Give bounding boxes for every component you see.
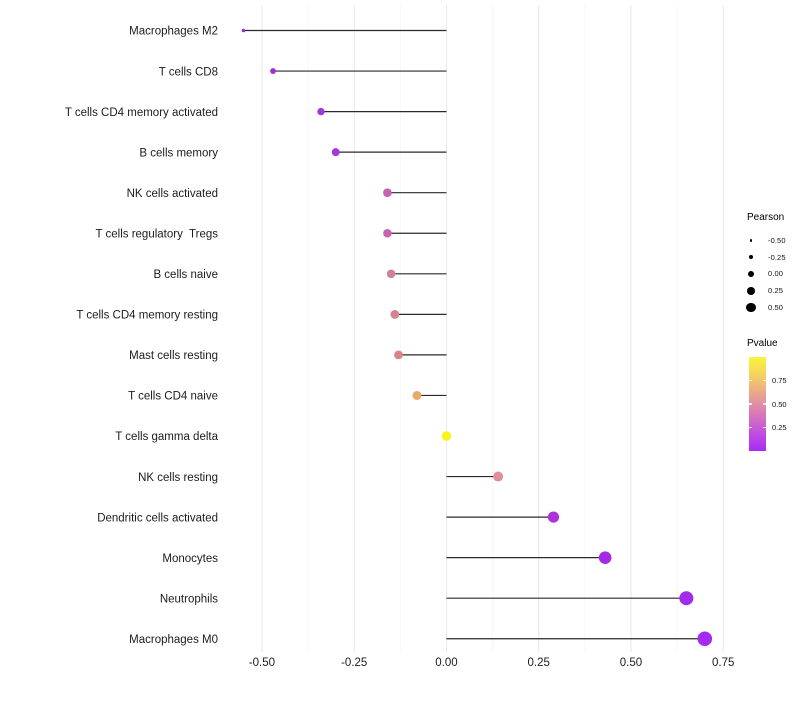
color-legend-tick-mark (749, 426, 753, 429)
x-axis-tick-label: -0.50 (249, 657, 275, 669)
size-legend-label: 0.50 (768, 303, 783, 313)
data-point (383, 228, 392, 238)
x-axis-tick-label: 0.75 (712, 657, 734, 669)
size-legend-entries: -0.50 -0.25 0.00 0.25 0.50 (741, 232, 800, 316)
data-point (493, 471, 504, 482)
category-label: B cells naive (153, 269, 218, 281)
size-legend-label: 0.00 (768, 269, 783, 279)
data-point (241, 28, 246, 33)
size-legend-entry: 0.50 (741, 299, 800, 316)
category-label: T cells CD4 memory resting (76, 310, 218, 322)
data-point (547, 511, 560, 523)
data-point (394, 350, 403, 360)
size-legend-label: 0.25 (768, 286, 783, 296)
size-legend-dot (749, 239, 753, 242)
x-axis-tick-label: 0.50 (620, 657, 642, 669)
color-legend: Pvalue 0.75 0.50 0.25 (741, 338, 800, 453)
category-label: Mast cells resting (129, 350, 218, 362)
color-gradient-bar (749, 357, 766, 451)
data-point (331, 148, 340, 157)
data-point (386, 269, 396, 279)
size-legend-dot (746, 302, 756, 313)
data-point (390, 309, 400, 319)
color-legend-tick-mark (762, 403, 766, 405)
size-legend-dot-cell (741, 270, 761, 278)
size-legend-entry: 0.25 (741, 282, 800, 299)
color-legend-tick-label: 0.75 (772, 376, 787, 385)
x-axis-tick-label: 0.00 (435, 657, 457, 669)
data-point (598, 551, 612, 564)
color-legend-tick-label: 0.50 (772, 399, 787, 409)
category-label: T cells gamma delta (115, 431, 218, 443)
data-point (270, 68, 276, 74)
category-label: NK cells resting (138, 472, 218, 484)
category-label: T cells regulatory Tregs (95, 228, 218, 240)
size-legend-dot (748, 254, 754, 260)
category-label: Monocytes (162, 553, 218, 565)
size-legend-title: Pearson (747, 212, 785, 223)
size-legend-dot-cell (741, 302, 761, 313)
data-point (679, 591, 694, 606)
category-label: T cells CD8 (159, 66, 218, 78)
size-legend-label: -0.50 (768, 235, 786, 245)
category-label: Macrophages M0 (129, 634, 218, 646)
size-legend-dot (747, 286, 755, 295)
size-legend-dot-cell (741, 254, 761, 260)
data-point (412, 390, 422, 400)
size-legend-label: -0.25 (768, 252, 786, 262)
size-legend-entry: -0.25 (741, 249, 800, 266)
color-legend-tick-mark (762, 379, 766, 382)
size-legend-entry: -0.50 (741, 232, 800, 249)
color-legend-bar-wrap: 0.75 0.50 0.25 (741, 357, 800, 453)
category-label: B cells memory (139, 147, 218, 159)
color-legend-tick-mark (762, 426, 766, 429)
size-legend-dot-cell (741, 239, 761, 242)
category-label: NK cells activated (127, 188, 218, 200)
x-axis-tick-label: -0.25 (341, 657, 367, 669)
color-legend-tick-mark (749, 403, 753, 405)
size-legend-entry: 0.00 (741, 266, 800, 283)
category-label: Neutrophils (160, 593, 218, 605)
category-label: Dendritic cells activated (97, 512, 218, 524)
color-legend-title: Pvalue (747, 338, 778, 349)
data-point (441, 431, 452, 441)
category-label: T cells CD4 naive (128, 391, 218, 403)
size-legend-dot (747, 270, 755, 278)
category-label: Macrophages M2 (129, 26, 218, 38)
size-legend-dot-cell (741, 286, 761, 295)
data-point (317, 107, 325, 116)
category-label: T cells CD4 memory activated (65, 107, 218, 119)
color-legend-tick-label: 0.25 (772, 423, 787, 432)
data-point (697, 631, 713, 647)
size-legend: Pearson -0.50 -0.25 0.00 0.25 0.50 (741, 212, 800, 316)
color-legend-tick-mark (749, 379, 753, 382)
x-axis-tick-label: 0.25 (528, 657, 550, 669)
data-point (383, 188, 392, 197)
